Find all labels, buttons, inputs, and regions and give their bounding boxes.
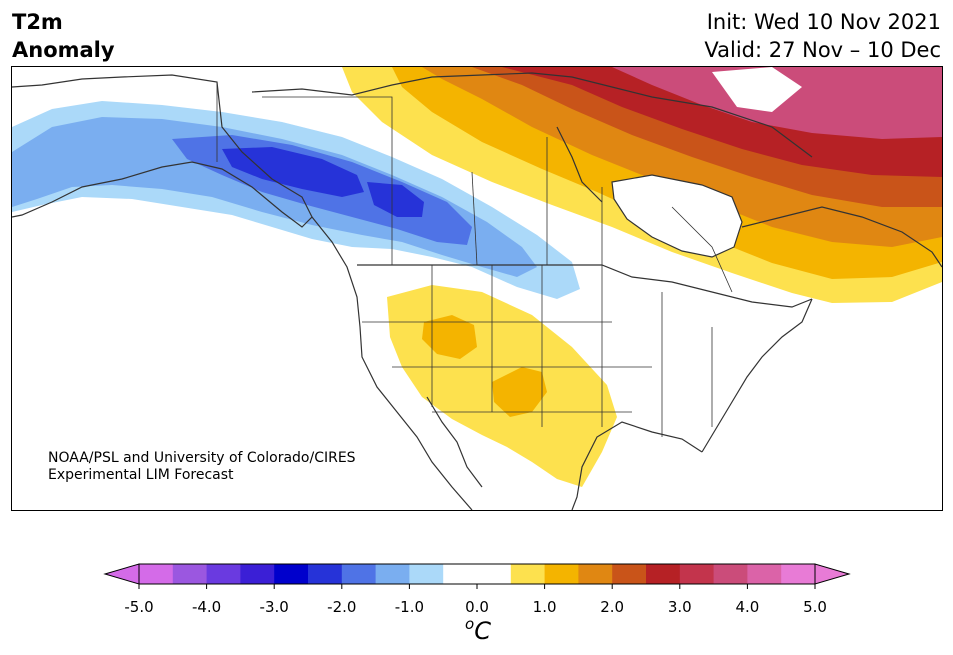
credit-line-1: NOAA/PSL and University of Colorado/CIRE…	[48, 450, 356, 466]
colorbar-segment	[747, 564, 782, 584]
colorbar-tick-label: 1.0	[532, 598, 557, 616]
labrador-coast	[741, 206, 942, 268]
colorbar-tick-label: -4.0	[191, 598, 222, 616]
colorbar-segment	[713, 564, 748, 584]
colorbar-under-arrow	[103, 563, 140, 585]
atlantic-coast	[701, 298, 813, 453]
credit-text: NOAA/PSL and University of Colorado/CIRE…	[48, 450, 356, 484]
colorbar-segment	[578, 564, 613, 584]
colorbar-segment	[781, 564, 816, 584]
credit-line-2: Experimental LIM Forecast	[48, 467, 234, 483]
colorbar-segment	[612, 564, 647, 584]
internal-borders	[216, 82, 733, 437]
colorbar-segment	[206, 564, 241, 584]
colorbar-unit-label: oC	[455, 615, 501, 645]
colorbar-segment	[172, 564, 208, 584]
southwest-warm-moderate-2	[492, 367, 547, 417]
colorbar-segment	[274, 564, 309, 584]
colorbar-tick-label: -3.0	[259, 598, 289, 616]
colorbar-tick-label: 3.0	[667, 598, 692, 616]
colorbar-segment	[240, 564, 275, 584]
arctic-channel	[712, 67, 802, 112]
southwest-warm-moderate	[422, 315, 477, 359]
colorbar-segment	[139, 564, 174, 584]
cold-band-core	[222, 147, 364, 197]
cold-band-core-2	[367, 182, 424, 217]
us-canada-border	[357, 264, 813, 308]
colorbar-tick-label: 5.0	[803, 598, 827, 616]
colorbar-segment	[544, 564, 579, 584]
hudson-bay	[611, 174, 743, 258]
anomaly-map	[11, 66, 943, 511]
canada-north-coast	[251, 72, 813, 158]
colorbar-segment	[646, 564, 681, 584]
colorbar-segment	[477, 564, 512, 584]
chart-title: T2m Anomaly	[12, 8, 115, 64]
border-bc-alberta	[262, 96, 393, 265]
colorbar-segment	[375, 564, 410, 584]
border-alberta-sask	[471, 171, 478, 266]
colorbar-segment	[409, 564, 444, 584]
colorbar-segments	[139, 564, 816, 584]
date-info: Init: Wed 10 Nov 2021 Valid: 27 Nov – 10…	[704, 8, 941, 64]
colorbar-tick-label: 0.0	[465, 598, 489, 616]
unit-celsius: C	[474, 617, 491, 645]
alaska-coast	[12, 74, 313, 228]
colorbar-segment	[510, 564, 546, 584]
map-svg	[12, 67, 942, 510]
title-line-1: T2m	[12, 10, 63, 34]
border-ontario-quebec	[671, 206, 733, 293]
colorbar-tick-label: -5.0	[124, 598, 154, 616]
init-date-label: Init: Wed 10 Nov 2021	[706, 10, 941, 34]
valid-date-label: Valid: 27 Nov – 10 Dec	[704, 38, 941, 62]
unit-degree: o	[465, 615, 475, 633]
colorbar-segment	[341, 564, 377, 584]
colorbar-segment	[679, 564, 715, 584]
hudson-coast	[556, 126, 603, 203]
colorbar-tick-label: -2.0	[327, 598, 357, 616]
colorbar-ticks	[138, 584, 816, 589]
colorbar-over-arrow	[814, 563, 851, 585]
colorbar-segment	[308, 564, 343, 584]
colorbar-tick-label: 4.0	[735, 598, 760, 616]
colorbar-segment	[443, 564, 478, 584]
colorbar-tick-label: -1.0	[394, 598, 425, 616]
colorbar-tick-label: 2.0	[600, 598, 625, 616]
pacific-coast	[311, 216, 473, 510]
gulf-coast	[571, 421, 703, 510]
map-outlines	[12, 72, 942, 510]
cold-band-moderate	[12, 117, 537, 277]
title-line-2: Anomaly	[12, 38, 115, 62]
mexico-coast	[426, 396, 483, 488]
